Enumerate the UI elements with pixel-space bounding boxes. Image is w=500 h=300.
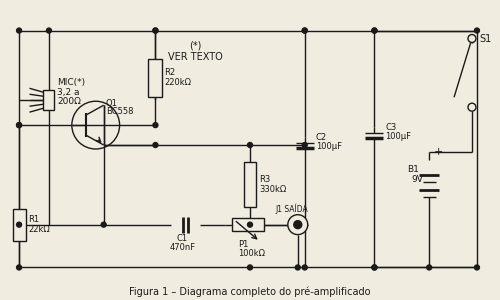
Text: C2: C2	[316, 133, 327, 142]
Text: S1: S1	[479, 34, 491, 44]
Circle shape	[248, 142, 252, 148]
Bar	[244, 162, 256, 207]
Circle shape	[302, 265, 307, 270]
Text: Figura 1 – Diagrama completo do pré-amplificado: Figura 1 – Diagrama completo do pré-ampl…	[129, 286, 371, 297]
Circle shape	[372, 265, 377, 270]
Circle shape	[474, 265, 480, 270]
Circle shape	[153, 142, 158, 148]
Circle shape	[474, 28, 480, 33]
Text: Q1: Q1	[106, 99, 118, 108]
Bar	[232, 218, 264, 231]
Bar	[148, 59, 162, 97]
Circle shape	[248, 265, 252, 270]
Text: C3: C3	[386, 123, 396, 132]
Circle shape	[372, 28, 377, 33]
Circle shape	[426, 265, 432, 270]
Text: P1: P1	[238, 240, 248, 249]
Circle shape	[16, 28, 21, 33]
Circle shape	[153, 123, 158, 128]
Circle shape	[468, 103, 476, 111]
Text: C1: C1	[177, 234, 188, 243]
Bar	[12, 209, 26, 241]
Circle shape	[16, 265, 21, 270]
Text: 470nF: 470nF	[170, 243, 196, 252]
Circle shape	[101, 222, 106, 227]
Text: 3,2 a: 3,2 a	[57, 88, 80, 97]
Circle shape	[468, 34, 476, 43]
Text: J1 SAÍDA: J1 SAÍDA	[276, 203, 308, 214]
Text: 22kΩ: 22kΩ	[28, 225, 50, 234]
Circle shape	[372, 28, 377, 33]
Circle shape	[46, 28, 52, 33]
Text: VER TEXTO: VER TEXTO	[168, 52, 222, 62]
Circle shape	[302, 142, 307, 148]
Text: +: +	[434, 147, 444, 157]
Circle shape	[16, 123, 21, 128]
Circle shape	[296, 265, 300, 270]
Circle shape	[16, 123, 21, 128]
Text: MIC(*): MIC(*)	[57, 78, 85, 87]
Text: (*): (*)	[189, 40, 202, 50]
Text: 9V: 9V	[411, 176, 423, 184]
Circle shape	[372, 265, 377, 270]
Bar	[44, 90, 54, 110]
Text: B1: B1	[408, 165, 419, 174]
Text: 100μF: 100μF	[316, 142, 342, 151]
Text: R2: R2	[164, 68, 175, 77]
Circle shape	[248, 222, 252, 227]
Circle shape	[302, 28, 307, 33]
Text: 330kΩ: 330kΩ	[259, 185, 286, 194]
Text: BC558: BC558	[106, 107, 133, 116]
Circle shape	[294, 221, 302, 229]
Text: 100μF: 100μF	[386, 132, 411, 141]
Circle shape	[16, 222, 21, 227]
Circle shape	[288, 215, 308, 235]
Circle shape	[153, 28, 158, 33]
Text: 220kΩ: 220kΩ	[164, 78, 192, 87]
Text: 100kΩ: 100kΩ	[238, 249, 265, 258]
Text: 200Ω: 200Ω	[57, 97, 81, 106]
Text: R3: R3	[259, 176, 270, 184]
Circle shape	[153, 28, 158, 33]
Text: R1: R1	[28, 215, 39, 224]
Circle shape	[302, 28, 307, 33]
